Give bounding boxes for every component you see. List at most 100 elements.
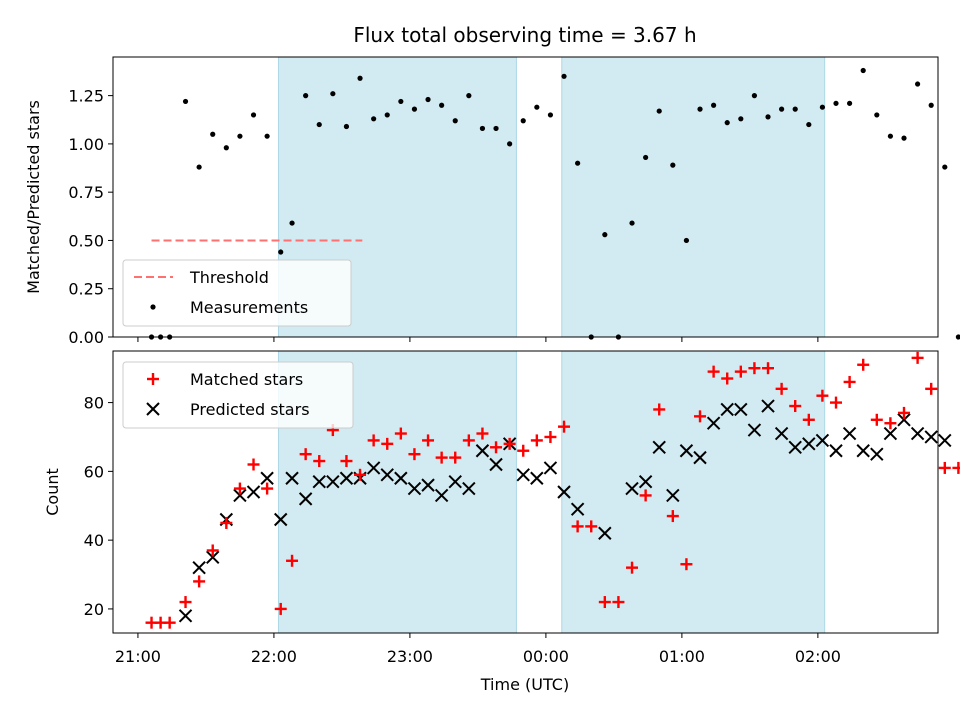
predicted-star-point <box>178 609 193 623</box>
matched-star-point <box>206 544 219 557</box>
measurement-point <box>278 249 284 255</box>
matched-star-point <box>558 420 571 433</box>
matched-star-point <box>408 448 421 461</box>
predicted-star-point <box>530 471 544 485</box>
bottom-ylabel: Count <box>43 468 62 516</box>
bottom-ytick-label: 40 <box>84 531 104 550</box>
measurement-point <box>439 102 445 108</box>
matched-star-point <box>163 616 176 629</box>
measurement-point <box>303 93 309 99</box>
measurement-point <box>819 104 826 110</box>
bottom-ytick-label: 80 <box>84 394 104 413</box>
predicted-star-point <box>557 485 571 499</box>
bottom-legend-box <box>122 361 354 429</box>
matched-star-point <box>435 451 448 464</box>
predicted-star-point <box>924 430 938 444</box>
measurement-point <box>384 112 390 118</box>
matched-star-point <box>762 362 775 375</box>
measurement-point <box>847 100 853 106</box>
predicted-star-point <box>206 550 220 565</box>
matched-star-point <box>286 554 299 567</box>
matched-star-point <box>938 461 951 474</box>
matched-star-point <box>233 482 246 495</box>
top-ytick-label: 0.00 <box>68 328 104 347</box>
matched-star-point <box>843 375 856 388</box>
bottom-legend: Matched stars Predicted stars <box>122 361 354 429</box>
measurement-point <box>833 100 839 106</box>
measurement-point <box>343 123 350 130</box>
measurement-point <box>182 98 189 105</box>
matched-star-point <box>721 372 734 385</box>
matched-star-point <box>340 455 353 468</box>
measurement-point <box>466 93 472 99</box>
matched-star-point <box>911 351 924 364</box>
matched-star-point <box>220 516 233 529</box>
measurement-point <box>915 81 921 87</box>
top-ytick-label: 0.50 <box>68 231 104 250</box>
predicted-star-point <box>448 474 462 489</box>
measurement-point <box>643 154 649 161</box>
predicted-star-point <box>774 426 789 441</box>
predicted-star-point <box>734 402 748 417</box>
predicted-star-point <box>570 502 585 516</box>
measurement-point <box>751 93 758 99</box>
matched-star-point <box>394 427 407 440</box>
matched-star-point <box>680 558 693 571</box>
measurements-legend-label: Measurements <box>190 298 308 317</box>
threshold-legend-label: Threshold <box>189 268 269 287</box>
measurement-point <box>779 106 785 112</box>
matched-star-point <box>952 461 960 474</box>
matched-star-point <box>789 400 802 413</box>
predicted-star-point <box>693 450 707 465</box>
measurement-point <box>398 98 404 105</box>
predicted-star-point <box>516 468 530 482</box>
measurement-point <box>223 145 229 151</box>
matched-star-point <box>530 434 543 447</box>
x-tick-label: 00:00 <box>523 647 569 666</box>
predicted-star-point <box>274 512 288 527</box>
predicted-star-point <box>489 457 503 472</box>
predicted-legend-marker <box>146 402 160 416</box>
matched-star-point <box>585 520 598 533</box>
matched-star-point <box>666 510 679 523</box>
measurement-point <box>196 164 202 170</box>
matched-star-point <box>422 434 435 447</box>
measurement-point <box>479 125 486 132</box>
measurement-point <box>411 106 418 112</box>
chart-title: Flux total observing time = 3.67 h <box>353 23 696 47</box>
bottom-ytick-label: 20 <box>84 600 104 619</box>
bottom-panel-frame <box>112 350 939 634</box>
measurement-point <box>452 118 458 124</box>
matched-star-point <box>653 403 666 416</box>
shaded-interval-2 <box>561 57 825 337</box>
measurement-point <box>697 106 703 112</box>
predicted-star-point <box>638 474 653 489</box>
measurement-point <box>629 220 635 226</box>
matched-star-point <box>503 437 516 450</box>
x-tick-label: 22:00 <box>251 647 297 666</box>
measurement-point <box>210 131 216 137</box>
predicted-star-point <box>842 426 857 441</box>
matched-star-point <box>830 396 843 409</box>
measurement-point <box>683 237 690 244</box>
matched-star-point <box>381 437 394 450</box>
matched-star-point <box>870 413 883 426</box>
bottom-ytick-label: 60 <box>84 462 104 481</box>
matched-star-point <box>694 410 707 423</box>
predicted-star-point <box>706 416 721 430</box>
predicted-star-point <box>870 447 884 461</box>
predicted-star-point <box>380 468 394 482</box>
matched-star-point <box>884 417 897 430</box>
measurement-point <box>547 112 554 118</box>
measurement-point <box>656 108 662 114</box>
measurement-point <box>887 133 894 139</box>
matched-star-point <box>193 575 206 588</box>
measurement-point <box>493 125 499 132</box>
top-panel-frame <box>112 56 939 338</box>
predicted-star-point <box>285 471 299 485</box>
top-ytick-label: 1.25 <box>68 87 104 106</box>
measurement-point <box>765 114 771 120</box>
matched-star-point <box>462 434 475 447</box>
predicted-star-point <box>339 471 354 485</box>
